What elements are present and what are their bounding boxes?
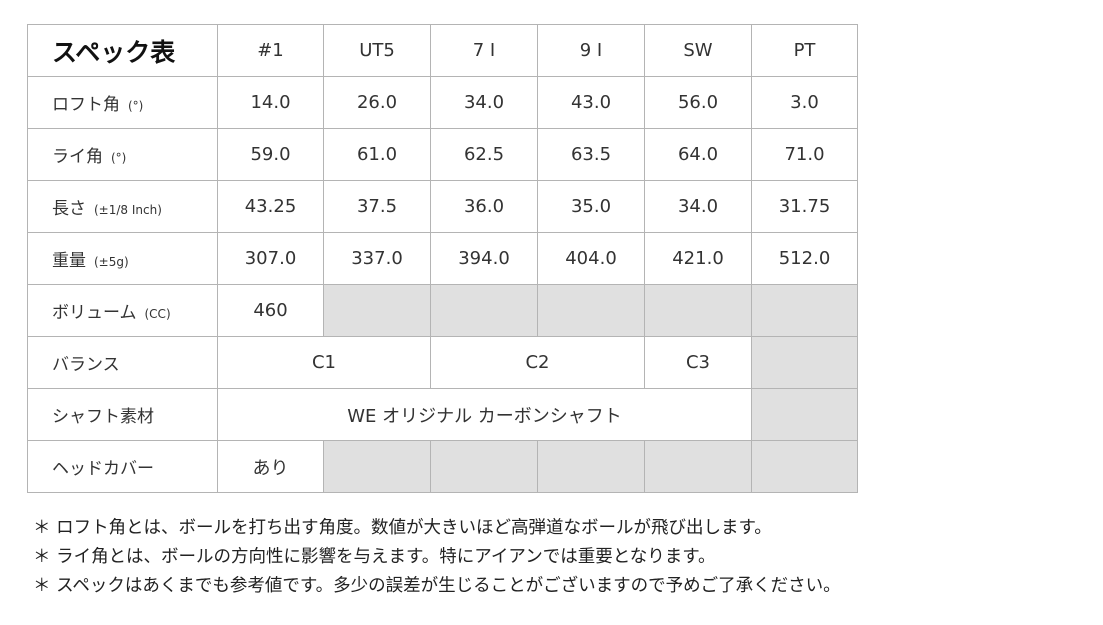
table-cell: 43.25 [217,180,324,233]
table-title: スペック表 [27,24,218,77]
empty-cell [323,284,431,337]
column-header: 9 I [537,24,645,77]
note: ＊ ロフト角とは、ボールを打ち出す角度。数値が大きいほど高弾道なボールが飛び出し… [33,518,772,538]
row-label-text: 長さ [52,199,86,219]
table-row: バランス C1 C2 C3 [27,336,858,389]
row-unit: (°) [111,151,127,165]
table-row: 長さ (±1/8 Inch) 43.25 37.5 36.0 35.0 34.0 31.75 [27,180,858,233]
table-cell: あり [217,440,324,493]
table-cell: 421.0 [644,232,752,285]
table-cell: 43.0 [537,76,645,129]
empty-cell [430,284,538,337]
table-cell: 404.0 [537,232,645,285]
table-row: 重量 (±5g) 307.0 337.0 394.0 404.0 421.0 512.0 [27,232,858,285]
table-cell: 337.0 [323,232,431,285]
note: ＊ ライ角とは、ボールの方向性に影響を与えます。特にアイアンでは重要となります。 [33,547,716,567]
table-row: シャフト素材 WE オリジナル カーボンシャフト [27,388,858,441]
table-cell: 512.0 [751,232,858,285]
table-cell: 71.0 [751,128,858,181]
column-header: UT5 [323,24,431,77]
table-cell: 34.0 [644,180,752,233]
empty-cell [751,440,858,493]
table-cell: C3 [644,336,752,389]
note: ＊ スペックはあくまでも参考値です。多少の誤差が生じることがございますので予めご… [33,576,841,596]
row-label: ロフト角 (°) [27,76,218,129]
row-label: ヘッドカバー [27,440,218,493]
row-label-text: ライ角 [52,147,103,167]
column-header: SW [644,24,752,77]
table-cell: C2 [430,336,645,389]
table-row: ライ角 (°) 59.0 61.0 62.5 63.5 64.0 71.0 [27,128,858,181]
table-cell: 64.0 [644,128,752,181]
table-row: ロフト角 (°) 14.0 26.0 34.0 43.0 56.0 3.0 [27,76,858,129]
column-header: #1 [217,24,324,77]
row-unit: (°) [128,99,144,113]
table-cell: 62.5 [430,128,538,181]
row-label: ボリューム (CC) [27,284,218,337]
table-cell: 14.0 [217,76,324,129]
table-cell: 34.0 [430,76,538,129]
empty-cell [537,440,645,493]
column-header: 7 I [430,24,538,77]
table-cell: 59.0 [217,128,324,181]
table-cell: 37.5 [323,180,431,233]
table-cell: 31.75 [751,180,858,233]
empty-cell [751,284,858,337]
table-row: ヘッドカバー あり [27,440,858,493]
table-cell: 26.0 [323,76,431,129]
row-label-text: 重量 [52,251,86,271]
empty-cell [751,336,858,389]
row-unit: (±1/8 Inch) [94,203,162,217]
row-label: 重量 (±5g) [27,232,218,285]
table-cell: 3.0 [751,76,858,129]
table-cell: 63.5 [537,128,645,181]
table-cell: 36.0 [430,180,538,233]
table-cell: 56.0 [644,76,752,129]
row-label-text: シャフト素材 [52,407,154,427]
empty-cell [644,284,752,337]
row-label: バランス [27,336,218,389]
row-label: シャフト素材 [27,388,218,441]
row-unit: (CC) [144,307,171,321]
table-cell: 61.0 [323,128,431,181]
row-label-text: バランス [52,355,120,375]
empty-cell [537,284,645,337]
empty-cell [751,388,858,441]
column-header: PT [751,24,858,77]
empty-cell [644,440,752,493]
table-cell: 394.0 [430,232,538,285]
row-label: 長さ (±1/8 Inch) [27,180,218,233]
empty-cell [430,440,538,493]
row-label-text: ボリューム [52,303,137,323]
row-unit: (±5g) [94,255,129,269]
table-cell: C1 [217,336,431,389]
table-cell: 460 [217,284,324,337]
notes: ＊ ロフト角とは、ボールを打ち出す角度。数値が大きいほど高弾道なボールが飛び出し… [33,514,841,601]
row-label-text: ロフト角 [52,95,120,115]
table-cell: 35.0 [537,180,645,233]
table-cell: 307.0 [217,232,324,285]
empty-cell [323,440,431,493]
table-cell: WE オリジナル カーボンシャフト [217,388,752,441]
table-row: ボリューム (CC) 460 [27,284,858,337]
row-label: ライ角 (°) [27,128,218,181]
row-label-text: ヘッドカバー [52,459,154,479]
